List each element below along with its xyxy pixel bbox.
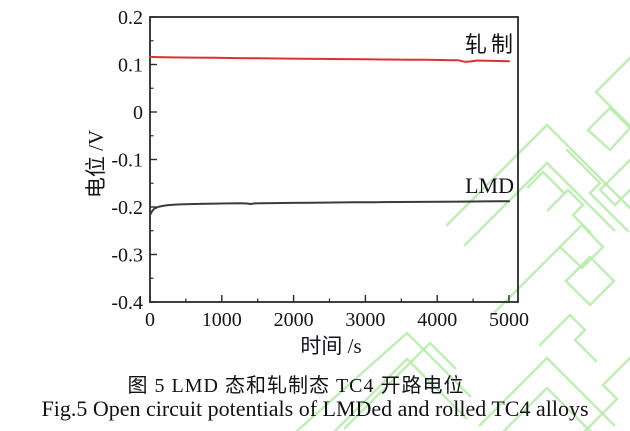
watermark-line	[463, 161, 616, 247]
x-axis-tick-label: 1000	[202, 309, 242, 331]
watermark-line	[295, 331, 472, 431]
y-axis-tick-label: -0.4	[111, 292, 143, 314]
watermark-line	[333, 357, 468, 431]
y-axis-tick-label: 0.1	[118, 55, 143, 77]
y-axis-tick-label: -0.3	[111, 245, 143, 267]
x-axis-tick-label: 4000	[417, 309, 457, 331]
watermark-line	[583, 356, 630, 431]
series-label-rolled: 轧制	[465, 32, 517, 57]
y-axis-tick-label: 0	[133, 102, 143, 124]
y-axis-tick-label: -0.1	[111, 150, 143, 172]
y-axis-tick-label: -0.2	[111, 197, 143, 219]
watermark-line	[565, 148, 630, 233]
x-axis-tick-label: 5000	[489, 309, 529, 331]
y-axis-title: 电位 /V	[84, 130, 108, 198]
watermark-line	[586, 106, 630, 152]
series-line-rolled	[149, 55, 510, 63]
watermark-line	[558, 223, 605, 270]
x-axis-title: 时间 /s	[300, 334, 361, 358]
caption-chinese: 图 5 LMD 态和轧制态 TC4 开路电位	[127, 375, 465, 397]
watermark-line	[538, 313, 598, 363]
y-axis-tick-label: 0.2	[118, 7, 143, 29]
watermark-line	[546, 188, 592, 234]
watermark-line	[598, 158, 630, 207]
x-axis-tick-label: 0	[145, 309, 155, 331]
watermark-line	[526, 170, 565, 194]
x-axis-tick-label: 2000	[274, 309, 314, 331]
watermark-line	[564, 255, 616, 307]
series-label-lmd: LMD	[465, 173, 514, 198]
caption-english: Fig.5 Open circuit potentials of LMDed a…	[41, 396, 589, 421]
watermark-line	[594, 56, 630, 128]
x-axis-tick-label: 3000	[345, 309, 385, 331]
watermark-line	[445, 123, 630, 227]
watermark-line	[502, 386, 592, 431]
watermark-line	[343, 341, 457, 430]
watermark-line	[478, 356, 616, 427]
series-line-lmd	[149, 200, 510, 217]
